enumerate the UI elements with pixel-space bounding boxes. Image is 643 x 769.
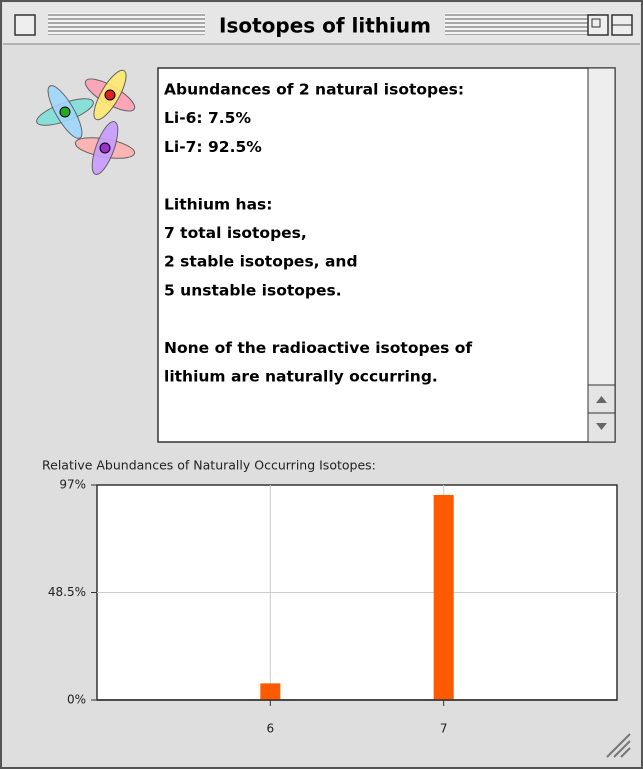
chart-title: Relative Abundances of Naturally Occurri… — [42, 458, 376, 473]
zoom-box[interactable] — [587, 14, 609, 36]
info-box — [157, 67, 616, 443]
resize-grip[interactable] — [606, 733, 631, 758]
y-tick-label: 0% — [67, 693, 86, 707]
y-tick-label: 48.5% — [48, 585, 86, 599]
info-line: Li-7: 92.5% — [164, 138, 262, 156]
info-line: Li-6: 7.5% — [164, 109, 251, 127]
x-tick-label: 6 — [267, 722, 275, 736]
x-tick-label: 7 — [440, 722, 448, 736]
bar — [260, 683, 281, 700]
info-line: 7 total isotopes, — [164, 224, 307, 242]
info-line: 5 unstable isotopes. — [164, 281, 342, 299]
close-box[interactable] — [14, 14, 36, 36]
title-back — [205, 10, 445, 40]
info-line: Abundances of 2 natural isotopes: — [164, 81, 464, 99]
down-arrow — [596, 423, 607, 430]
info-line: lithium are naturally occurring. — [164, 368, 438, 386]
zoom-inner — [591, 18, 601, 28]
up-arrow — [596, 396, 607, 403]
bar — [433, 494, 454, 700]
info-line: 2 stable isotopes, and — [164, 253, 358, 271]
atom-icon — [36, 69, 136, 175]
window-title: Isotopes of lithium — [219, 14, 431, 38]
y-tick-label: 97% — [59, 478, 86, 492]
info-line: Lithium has: — [164, 195, 272, 213]
info-line: None of the radioactive isotopes of — [164, 339, 472, 357]
